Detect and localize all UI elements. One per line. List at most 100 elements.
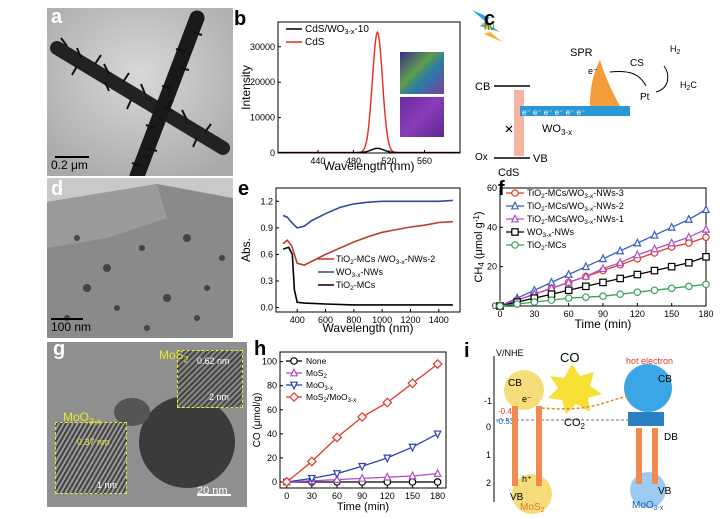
data-point-moo3-x [433,430,442,440]
panel-label-i: i [464,340,470,362]
data-point-tio2-mcs-wo3-x-nws-2 [581,261,590,271]
data-point-mos2-moo3-x [306,456,317,467]
db-label: DB [664,432,678,443]
data-point-mos2-moo3-x [331,432,343,443]
y-tick-label: 20000 [250,77,275,87]
legend-label: TiO2-MCs/WO3-x-NWs-1 [527,214,624,226]
y-tick-label: 0.0 [260,303,273,313]
moo3-i-sub: 3-x [654,505,664,512]
legend-marker [289,367,299,377]
series-line-wo3-x-nws [282,199,453,229]
x-tick-label: 150 [405,491,420,501]
panel-e: e 400 600 800 1000 1200 1400 0.0 0.3 0.6 0.9 1.2 Wa… [238,178,470,338]
legend-label: TiO2-MCs [527,240,567,252]
vb2-label: VB [658,486,672,497]
data-point-moo3-x [408,443,417,453]
data-point-wo3-x-nws [650,266,659,275]
tem-image-sheet [47,178,233,338]
y-tick-label: 60 [487,183,497,193]
data-point-tio2-mcs-wo3-x-nws-1 [616,257,625,267]
data-point-moo3-x [307,474,317,484]
y-tick-label: 40 [267,429,277,439]
x-tick-label: 30 [529,309,539,319]
scale-label-d: 100 nm [51,320,92,334]
panel-f: f 0 30 60 90 120 150 180 0 20 40 60 Time (min) CH4 (… [470,178,722,342]
x-tick-label: 560 [417,156,432,166]
y-2: 2 [486,478,491,488]
data-point-tio2-mcs-wo3-x-nws-1 [564,277,573,286]
hot-electron-label: hot electron [626,356,673,366]
cb1-label: CB [508,378,522,389]
data-point-tio2-mcs [667,284,676,293]
y-axis-title: Intensity [239,65,253,110]
data-point-wo3-x-nws [599,278,607,287]
cb2-label: CB [658,374,672,385]
panel-b: b 440 480 520 560 0 10000 20000 30000 Wavelength… [234,8,468,176]
data-point-mos2-moo3-x [432,358,443,370]
inset2-scale: 1 nm [97,480,118,490]
data-point-tio2-mcs-wo3-x-nws-2 [616,245,625,255]
y-tick-label: 0.3 [260,276,273,286]
data-point-tio2-mcs-wo3-x-nws-1 [650,243,659,253]
data-point-tio2-mcs-wo3-x-nws-1 [581,271,590,280]
panel-label-b: b [234,8,247,30]
legend-label: WO3-x-NWs [527,227,574,239]
data-point-moo3-x [332,470,342,479]
panel-label-f: f [498,178,505,200]
vnhe-label: V/NHE [496,348,524,358]
scale-label-a: 0.2 μm [51,158,88,172]
data-point-tio2-mcs-wo3-x-nws-1 [633,249,642,259]
data-point-none [433,478,442,486]
chart-e-svg: 400 600 800 1000 1200 1400 0.0 0.3 0.6 0.9 1.2 Wave… [239,187,461,335]
legend-label: CdS/WO3-x-10 [305,24,369,36]
data-point-wo3-x-nws [616,274,624,283]
x-axis-title: Wavelength (nm) [323,321,414,335]
data-point-tio2-mcs [564,294,573,302]
data-point-tio2-mcs-wo3-x-nws-2 [701,204,711,214]
y-axis-title: Abs. [239,238,253,262]
y-axis-title: CH4 (μmol g-1) [472,211,486,282]
cds-label: CdS [498,167,519,176]
data-point-tio2-mcs-wo3-x-nws-1 [684,231,693,241]
e-minus-1: e⁻ [522,394,532,404]
data-point-tio2-mcs-wo3-x-nws-3 [702,233,710,241]
legend-label: WO3-x-NWs [336,267,383,279]
inset-bottom-left [55,422,127,494]
x-tick-label: 180 [698,309,713,319]
co2-label: CO [564,417,581,429]
data-point-mos2-moo3-x [281,476,292,488]
data-point-moo3-x [358,462,367,472]
data-point-tio2-mcs-wo3-x-nws-2 [667,222,676,231]
svg-text:H2C: H2C [680,80,697,92]
x-tick-label: 60 [332,491,342,501]
x-axis-title: Time (min) [575,317,632,331]
x-tick-label: 400 [290,315,305,325]
chart-h-svg: 0 30 60 90 120 150 180 0 20 40 60 80 100 Time (min) CO… [252,351,447,513]
legend-marker [510,200,520,210]
y-tick-label: 0.9 [260,223,273,233]
energy-diagram: V/NHE -1 0 1 2 -0.53 -0.47 CB VB h⁺ e⁻ M… [484,348,678,514]
x-tick-label: 60 [564,309,574,319]
ox-label: Ox [475,152,488,163]
cs-label: CS [630,58,644,69]
data-point-mos2 [383,471,392,481]
data-point-tio2-mcs-wo3-x-nws-2 [564,269,573,278]
data-point-wo3-x-nws [685,258,693,267]
data-point-wo3-x-nws [702,253,710,261]
svg-text:WO3-x: WO3-x [542,123,572,137]
data-point-tio2-mcs-wo3-x-nws-2 [650,230,659,239]
data-point-wo3-x-nws [564,286,573,295]
legend-marker [289,381,299,391]
x-tick-label: 120 [380,491,395,501]
x-tick-label: 1400 [429,315,449,325]
nanowire-illustration [47,8,233,176]
data-point-mos2 [332,474,342,483]
y-tick-label: 40 [487,222,497,232]
x-tick-label: 180 [430,491,445,501]
x-tick-label: 1200 [400,315,420,325]
mos2-label: MoS2 [159,348,189,364]
legend-label: TiO2-MCs /WO3-x-NWs-2 [336,254,435,266]
data-point-mos2-moo3-x [357,411,368,423]
hv-label: hν [484,22,495,33]
x-tick-label: 150 [664,309,679,319]
